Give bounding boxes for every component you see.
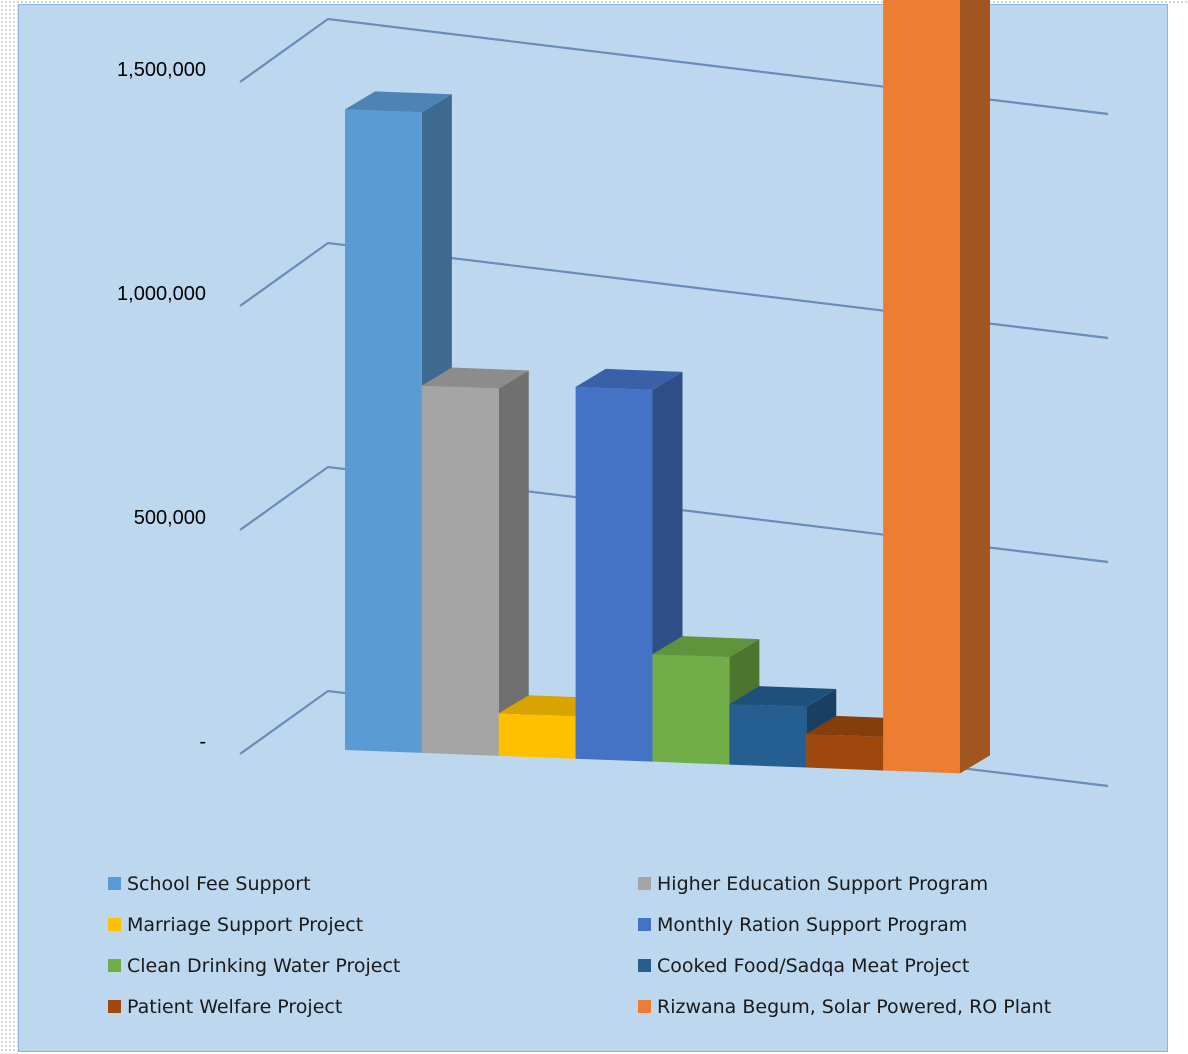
y-tick-label: 500,000 (134, 507, 206, 529)
bar-front (345, 109, 422, 753)
legend-item: Rizwana Begum, Solar Powered, RO Plant (638, 993, 1148, 1020)
legend-item: Marriage Support Project (108, 911, 638, 938)
bar-front (421, 385, 499, 756)
legend-item: School Fee Support (108, 870, 638, 897)
legend-swatch (108, 1000, 121, 1013)
y-tick-label: 1,500,000 (117, 59, 206, 81)
bar-front (729, 704, 807, 768)
bar-side (498, 370, 529, 756)
bar-top (421, 367, 529, 389)
legend-item: Patient Welfare Project (108, 993, 638, 1020)
legend-label: Rizwana Begum, Solar Powered, RO Plant (657, 995, 1052, 1018)
legend-swatch (108, 877, 121, 890)
legend-label: Patient Welfare Project (127, 995, 343, 1018)
legend-label: Cooked Food/Sadqa Meat Project (657, 954, 970, 977)
legend-label: School Fee Support (127, 872, 311, 895)
bar (883, 0, 990, 774)
y-tick-label: - (199, 731, 206, 753)
legend-label: Clean Drinking Water Project (127, 954, 401, 977)
legend-item: Higher Education Support Program (638, 870, 1148, 897)
bar-front (806, 733, 884, 771)
bar-top (729, 686, 837, 708)
gridline (239, 465, 1109, 564)
page-edge-left (0, 0, 18, 1054)
legend-swatch (638, 877, 651, 890)
gridline (239, 17, 1109, 116)
legend-swatch (108, 918, 121, 931)
bar-front (652, 654, 730, 765)
legend-item: Cooked Food/Sadqa Meat Project (638, 952, 1148, 979)
legend-label: Marriage Support Project (127, 913, 364, 936)
bar-top (652, 636, 760, 658)
bar-side (960, 0, 990, 774)
bar-front (883, 0, 960, 774)
bar-top (345, 91, 452, 113)
bar-top (575, 368, 683, 390)
bar-front (575, 386, 653, 762)
page-edge-top (0, 0, 1188, 4)
legend-item: Monthly Ration Support Program (638, 911, 1148, 938)
legend-item: Clean Drinking Water Project (108, 952, 638, 979)
legend-label: Monthly Ration Support Program (657, 913, 968, 936)
legend-swatch (638, 1000, 651, 1013)
gridline (239, 241, 1109, 340)
legend-swatch (108, 959, 121, 972)
legend-swatch (638, 918, 651, 931)
bar (421, 367, 529, 756)
bar-front (498, 713, 576, 759)
y-tick-label: 1,000,000 (117, 283, 206, 305)
chart-legend: School Fee Support Higher Education Supp… (108, 870, 1148, 1020)
legend-swatch (638, 959, 651, 972)
legend-label: Higher Education Support Program (657, 872, 989, 895)
